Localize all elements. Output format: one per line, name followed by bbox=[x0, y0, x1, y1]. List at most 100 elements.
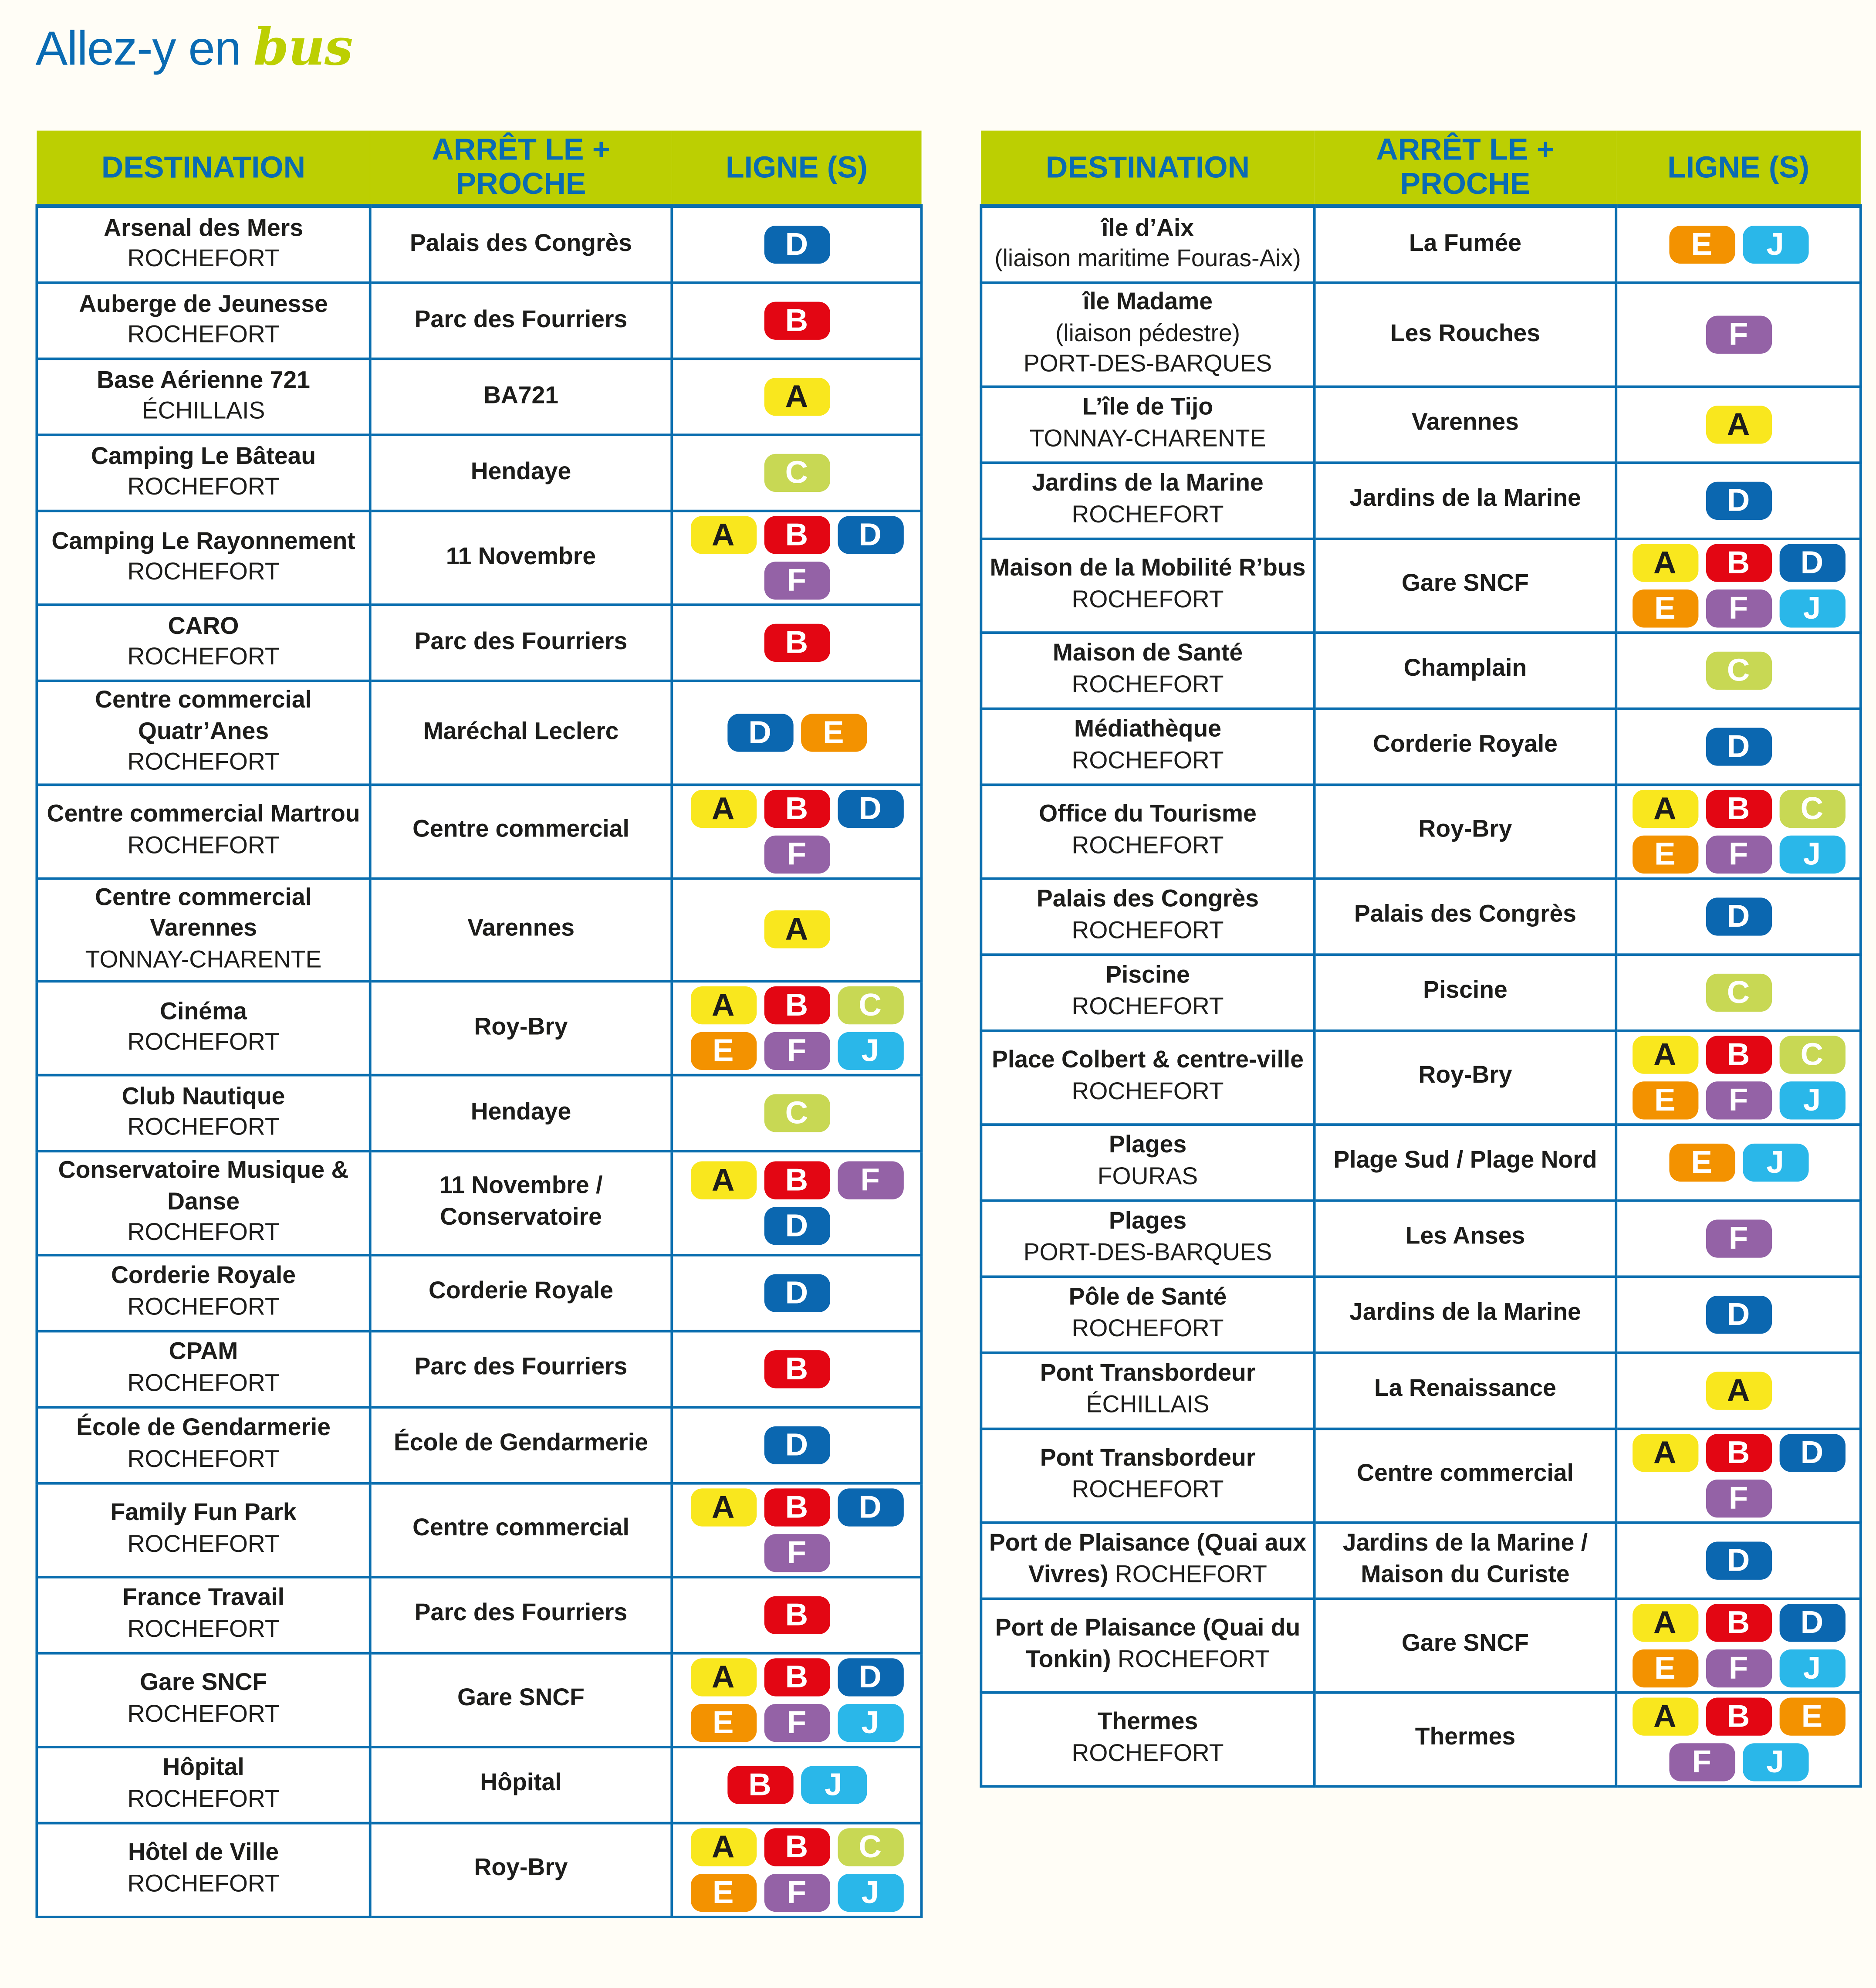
line-badge-a[interactable]: A bbox=[764, 911, 830, 949]
line-badge-c[interactable]: C bbox=[837, 1827, 903, 1866]
line-badge-f[interactable]: F bbox=[1705, 1649, 1771, 1687]
line-badge-d[interactable]: D bbox=[764, 1206, 830, 1245]
line-badge-b[interactable]: B bbox=[764, 301, 830, 340]
line-badge-e[interactable]: E bbox=[1669, 1143, 1735, 1181]
line-badge-b[interactable]: B bbox=[764, 1827, 830, 1866]
line-badge-f[interactable]: F bbox=[1705, 589, 1771, 627]
destination-name: École de Gendarmerie bbox=[76, 1415, 331, 1442]
line-badge-j[interactable]: J bbox=[1779, 835, 1845, 873]
line-badge-e[interactable]: E bbox=[690, 1703, 756, 1741]
line-badge-c[interactable]: C bbox=[837, 986, 903, 1025]
line-badge-a[interactable]: A bbox=[1632, 1697, 1698, 1735]
line-badge-b[interactable]: B bbox=[764, 1595, 830, 1634]
line-badge-b[interactable]: B bbox=[1705, 1433, 1771, 1472]
line-badge-a[interactable]: A bbox=[764, 378, 830, 416]
line-badge-f[interactable]: F bbox=[764, 1032, 830, 1070]
line-badge-j[interactable]: J bbox=[837, 1703, 903, 1741]
line-badge-e[interactable]: E bbox=[1632, 1080, 1698, 1119]
line-badge-j[interactable]: J bbox=[837, 1032, 903, 1070]
line-badge-j[interactable]: J bbox=[837, 1873, 903, 1911]
line-badge-b[interactable]: B bbox=[764, 1349, 830, 1388]
line-badge-f[interactable]: F bbox=[764, 1703, 830, 1741]
line-badge-b[interactable]: B bbox=[1705, 543, 1771, 582]
line-badge-b[interactable]: B bbox=[727, 1765, 793, 1804]
line-badge-b[interactable]: B bbox=[764, 1657, 830, 1696]
line-badge-f[interactable]: F bbox=[1705, 1219, 1771, 1257]
line-badge-d[interactable]: D bbox=[1705, 727, 1771, 765]
line-badge-e[interactable]: E bbox=[690, 1032, 756, 1070]
line-badge-a[interactable]: A bbox=[690, 1657, 756, 1696]
line-badge-a[interactable]: A bbox=[1632, 1433, 1698, 1472]
line-badge-a[interactable]: A bbox=[1705, 1371, 1771, 1409]
line-badge-j[interactable]: J bbox=[1779, 1649, 1845, 1687]
line-badge-f[interactable]: F bbox=[1669, 1742, 1735, 1781]
line-badge-e[interactable]: E bbox=[1669, 225, 1735, 264]
line-badge-c[interactable]: C bbox=[764, 454, 830, 492]
line-badge-d[interactable]: D bbox=[837, 1487, 903, 1526]
line-badge-d[interactable]: D bbox=[1705, 481, 1771, 519]
line-badge-j[interactable]: J bbox=[1779, 589, 1845, 627]
line-badge-a[interactable]: A bbox=[1632, 1035, 1698, 1074]
line-badge-f[interactable]: F bbox=[1705, 315, 1771, 354]
line-badge-f[interactable]: F bbox=[1705, 1479, 1771, 1517]
line-badge-b[interactable]: B bbox=[1705, 1603, 1771, 1641]
line-badge-f[interactable]: F bbox=[764, 1873, 830, 1911]
line-badge-d[interactable]: D bbox=[727, 713, 793, 752]
line-badge-d[interactable]: D bbox=[837, 516, 903, 554]
line-badge-f[interactable]: F bbox=[837, 1161, 903, 1199]
line-badge-a[interactable]: A bbox=[690, 1161, 756, 1199]
line-badge-j[interactable]: J bbox=[1779, 1080, 1845, 1119]
line-badge-d[interactable]: D bbox=[837, 1657, 903, 1696]
line-badge-b[interactable]: B bbox=[1705, 1697, 1771, 1735]
line-badge-a[interactable]: A bbox=[690, 789, 756, 827]
line-badge-a[interactable]: A bbox=[1632, 1603, 1698, 1641]
line-badge-d[interactable]: D bbox=[764, 225, 830, 264]
destination-cell: CPAM ROCHEFORT bbox=[35, 1329, 372, 1408]
line-badge-b[interactable]: B bbox=[764, 623, 830, 662]
line-badge-b[interactable]: B bbox=[764, 789, 830, 827]
line-badge-d[interactable]: D bbox=[1779, 543, 1845, 582]
line-badge-f[interactable]: F bbox=[764, 835, 830, 873]
line-badge-e[interactable]: E bbox=[1632, 589, 1698, 627]
line-badge-e[interactable]: E bbox=[690, 1873, 756, 1911]
line-badge-d[interactable]: D bbox=[1779, 1433, 1845, 1472]
line-badge-d[interactable]: D bbox=[1705, 1295, 1771, 1333]
line-badge-f[interactable]: F bbox=[1705, 1080, 1771, 1119]
line-badge-j[interactable]: J bbox=[800, 1765, 866, 1804]
line-badge-d[interactable]: D bbox=[1705, 897, 1771, 935]
line-badge-j[interactable]: J bbox=[1742, 225, 1808, 264]
line-badge-e[interactable]: E bbox=[1632, 835, 1698, 873]
line-badge-b[interactable]: B bbox=[1705, 789, 1771, 827]
line-badge-d[interactable]: D bbox=[1705, 1541, 1771, 1579]
line-badge-d[interactable]: D bbox=[764, 1273, 830, 1312]
line-badge-c[interactable]: C bbox=[1705, 973, 1771, 1011]
line-badge-e[interactable]: E bbox=[800, 713, 866, 752]
line-badge-a[interactable]: A bbox=[1632, 789, 1698, 827]
line-badge-d[interactable]: D bbox=[764, 1426, 830, 1464]
line-badge-f[interactable]: F bbox=[1705, 835, 1771, 873]
line-badge-c[interactable]: C bbox=[1705, 651, 1771, 689]
destination-town: PORT-DES-BARQUES bbox=[1023, 1239, 1272, 1266]
line-badge-f[interactable]: F bbox=[764, 1533, 830, 1571]
line-badge-d[interactable]: D bbox=[1779, 1603, 1845, 1641]
line-badge-f[interactable]: F bbox=[764, 562, 830, 600]
line-badge-b[interactable]: B bbox=[764, 986, 830, 1025]
line-badge-b[interactable]: B bbox=[764, 516, 830, 554]
line-badge-c[interactable]: C bbox=[764, 1094, 830, 1132]
line-badge-a[interactable]: A bbox=[690, 1827, 756, 1866]
line-badge-c[interactable]: C bbox=[1779, 789, 1845, 827]
line-badge-j[interactable]: J bbox=[1742, 1143, 1808, 1181]
line-badge-b[interactable]: B bbox=[1705, 1035, 1771, 1074]
line-badge-e[interactable]: E bbox=[1632, 1649, 1698, 1687]
line-badge-a[interactable]: A bbox=[690, 986, 756, 1025]
line-badge-d[interactable]: D bbox=[837, 789, 903, 827]
line-badge-b[interactable]: B bbox=[764, 1487, 830, 1526]
line-badge-a[interactable]: A bbox=[690, 516, 756, 554]
line-badge-a[interactable]: A bbox=[690, 1487, 756, 1526]
line-badge-a[interactable]: A bbox=[1632, 543, 1698, 582]
line-badge-e[interactable]: E bbox=[1779, 1697, 1845, 1735]
line-badge-j[interactable]: J bbox=[1742, 1742, 1808, 1781]
line-badge-a[interactable]: A bbox=[1705, 405, 1771, 444]
line-badge-b[interactable]: B bbox=[764, 1161, 830, 1199]
line-badge-c[interactable]: C bbox=[1779, 1035, 1845, 1074]
